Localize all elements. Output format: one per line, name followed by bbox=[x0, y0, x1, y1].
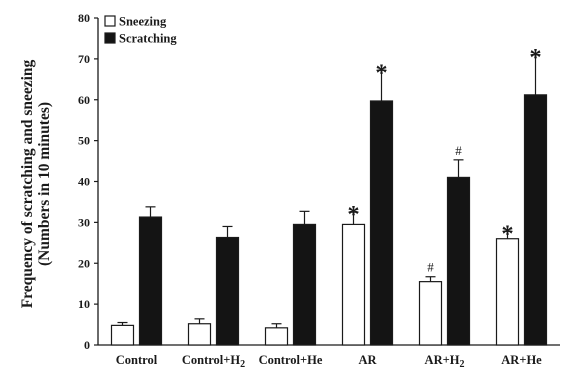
y-axis-label-line-1: Frequency of scratching and sneezing bbox=[19, 59, 36, 308]
x-tick-label: AR bbox=[358, 353, 377, 367]
y-axis-label-line-2: (Numbers in 10 minutes) bbox=[36, 102, 53, 266]
y-axis-label: Frequency of scratching and sneezing (Nu… bbox=[19, 59, 53, 308]
y-tick-label: 40 bbox=[78, 175, 90, 189]
bar-sneezing-5 bbox=[495, 238, 520, 346]
bar-scratching-2 bbox=[292, 223, 317, 346]
significance-star: * bbox=[530, 45, 542, 71]
bar-sneezing-0 bbox=[110, 324, 135, 346]
bar-scratching-0 bbox=[138, 216, 163, 346]
significance-hash: # bbox=[427, 260, 434, 275]
bar-sneezing-2 bbox=[264, 327, 289, 346]
significance-star: * bbox=[348, 202, 360, 228]
significance-hash: # bbox=[455, 143, 462, 158]
y-tick-label: 10 bbox=[78, 297, 90, 311]
significance-star: * bbox=[376, 60, 388, 86]
legend-label-scratching: Scratching bbox=[119, 32, 177, 46]
bar-scratching-5 bbox=[523, 94, 548, 346]
legend: Sneezing Scratching bbox=[104, 15, 177, 46]
y-tick-label: 70 bbox=[78, 52, 90, 66]
legend-swatch-scratching bbox=[104, 32, 116, 44]
bar-scratching-3 bbox=[369, 100, 394, 346]
bar-scratching-1 bbox=[215, 236, 240, 346]
x-tick-label: AR+H2 bbox=[425, 353, 465, 368]
y-tick-label: 80 bbox=[78, 11, 90, 25]
bar-sneezing-1 bbox=[187, 323, 212, 346]
y-tick-label: 20 bbox=[78, 256, 90, 270]
bar-sneezing-3 bbox=[341, 223, 366, 346]
x-tick-label: Control+H2 bbox=[182, 353, 245, 368]
bar-scratching-4 bbox=[446, 176, 471, 346]
y-tick-label: 30 bbox=[78, 215, 90, 229]
y-tick-label: 60 bbox=[78, 93, 90, 107]
x-tick-label: Control+He bbox=[259, 353, 323, 367]
y-tick-label: 50 bbox=[78, 134, 90, 148]
bar-sneezing-4 bbox=[418, 281, 443, 346]
y-tick-label: 0 bbox=[84, 338, 90, 352]
legend-label-sneezing: Sneezing bbox=[119, 15, 167, 29]
legend-swatch-sneezing bbox=[104, 15, 116, 27]
plot-area: 0 10 20 30 40 50 60 70 80 Control Control+H2 Contro… bbox=[78, 11, 560, 368]
x-tick-label: AR+He bbox=[501, 353, 542, 367]
significance-star: * bbox=[502, 221, 514, 247]
x-tick-label: Control bbox=[116, 353, 158, 367]
